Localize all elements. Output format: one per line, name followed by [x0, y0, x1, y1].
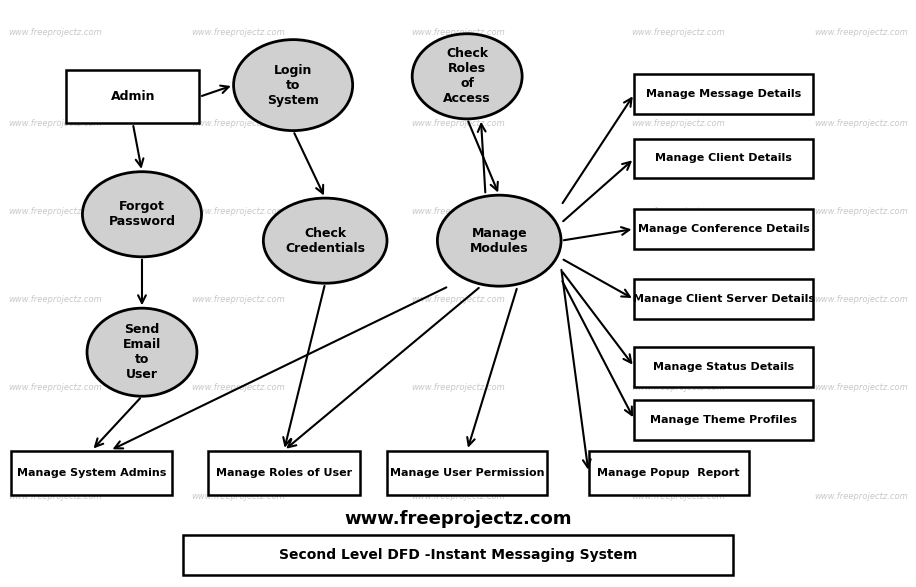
Text: Manage Popup  Report: Manage Popup Report [597, 467, 740, 478]
Text: www.freeprojectz.com: www.freeprojectz.com [631, 491, 725, 501]
Ellipse shape [264, 198, 387, 284]
Text: Manage User Permission: Manage User Permission [390, 467, 544, 478]
Text: www.freeprojectz.com: www.freeprojectz.com [191, 383, 285, 392]
Text: Manage Message Details: Manage Message Details [646, 89, 802, 99]
Text: Check
Roles
of
Access: Check Roles of Access [443, 48, 491, 105]
FancyBboxPatch shape [634, 400, 812, 440]
Text: www.freeprojectz.com: www.freeprojectz.com [8, 491, 102, 501]
Text: Admin: Admin [111, 90, 155, 103]
Text: www.freeprojectz.com: www.freeprojectz.com [8, 28, 102, 37]
FancyBboxPatch shape [634, 209, 812, 249]
Text: Send
Email
to
User: Send Email to User [123, 323, 161, 381]
Text: Manage Status Details: Manage Status Details [653, 362, 794, 372]
Text: www.freeprojectz.com: www.freeprojectz.com [191, 207, 285, 216]
FancyBboxPatch shape [588, 451, 748, 494]
Text: Manage Theme Profiles: Manage Theme Profiles [650, 414, 797, 425]
Text: www.freeprojectz.com: www.freeprojectz.com [814, 207, 908, 216]
Text: Login
to
System: Login to System [267, 63, 319, 107]
Text: www.freeprojectz.com: www.freeprojectz.com [814, 119, 908, 128]
Text: Manage System Admins: Manage System Admins [16, 467, 167, 478]
Ellipse shape [82, 171, 202, 257]
Text: www.freeprojectz.com: www.freeprojectz.com [631, 207, 725, 216]
Text: www.freeprojectz.com: www.freeprojectz.com [411, 119, 505, 128]
FancyBboxPatch shape [387, 451, 547, 494]
Text: Manage Roles of User: Manage Roles of User [216, 467, 352, 478]
Text: www.freeprojectz.com: www.freeprojectz.com [411, 207, 505, 216]
Text: www.freeprojectz.com: www.freeprojectz.com [344, 511, 572, 528]
Text: www.freeprojectz.com: www.freeprojectz.com [8, 119, 102, 128]
FancyBboxPatch shape [12, 451, 172, 494]
Text: www.freeprojectz.com: www.freeprojectz.com [191, 491, 285, 501]
Text: www.freeprojectz.com: www.freeprojectz.com [814, 383, 908, 392]
Text: www.freeprojectz.com: www.freeprojectz.com [631, 295, 725, 304]
Ellipse shape [412, 34, 522, 119]
Text: www.freeprojectz.com: www.freeprojectz.com [8, 295, 102, 304]
FancyBboxPatch shape [634, 347, 812, 387]
Text: www.freeprojectz.com: www.freeprojectz.com [814, 28, 908, 37]
Ellipse shape [438, 195, 561, 286]
Text: www.freeprojectz.com: www.freeprojectz.com [814, 295, 908, 304]
Text: www.freeprojectz.com: www.freeprojectz.com [191, 119, 285, 128]
FancyBboxPatch shape [634, 139, 812, 178]
Text: Manage Conference Details: Manage Conference Details [638, 224, 810, 234]
Text: www.freeprojectz.com: www.freeprojectz.com [631, 28, 725, 37]
Text: www.freeprojectz.com: www.freeprojectz.com [191, 28, 285, 37]
Text: www.freeprojectz.com: www.freeprojectz.com [631, 383, 725, 392]
Text: www.freeprojectz.com: www.freeprojectz.com [411, 383, 505, 392]
Text: Check
Credentials: Check Credentials [285, 227, 365, 255]
Text: www.freeprojectz.com: www.freeprojectz.com [8, 207, 102, 216]
Text: www.freeprojectz.com: www.freeprojectz.com [814, 491, 908, 501]
FancyBboxPatch shape [183, 535, 733, 575]
Text: www.freeprojectz.com: www.freeprojectz.com [411, 28, 505, 37]
FancyBboxPatch shape [634, 74, 812, 114]
Text: Manage Client Details: Manage Client Details [655, 153, 792, 164]
Text: www.freeprojectz.com: www.freeprojectz.com [8, 383, 102, 392]
Ellipse shape [234, 40, 353, 131]
Text: www.freeprojectz.com: www.freeprojectz.com [411, 491, 505, 501]
Text: Forgot
Password: Forgot Password [108, 200, 176, 228]
Text: Manage Client Server Details: Manage Client Server Details [633, 294, 814, 305]
Text: Manage
Modules: Manage Modules [470, 227, 529, 255]
Text: www.freeprojectz.com: www.freeprojectz.com [631, 119, 725, 128]
Ellipse shape [87, 308, 197, 396]
Text: www.freeprojectz.com: www.freeprojectz.com [411, 295, 505, 304]
FancyBboxPatch shape [208, 451, 359, 494]
FancyBboxPatch shape [66, 70, 199, 123]
FancyBboxPatch shape [634, 279, 812, 319]
Text: Second Level DFD -Instant Messaging System: Second Level DFD -Instant Messaging Syst… [278, 548, 638, 562]
Text: www.freeprojectz.com: www.freeprojectz.com [191, 295, 285, 304]
